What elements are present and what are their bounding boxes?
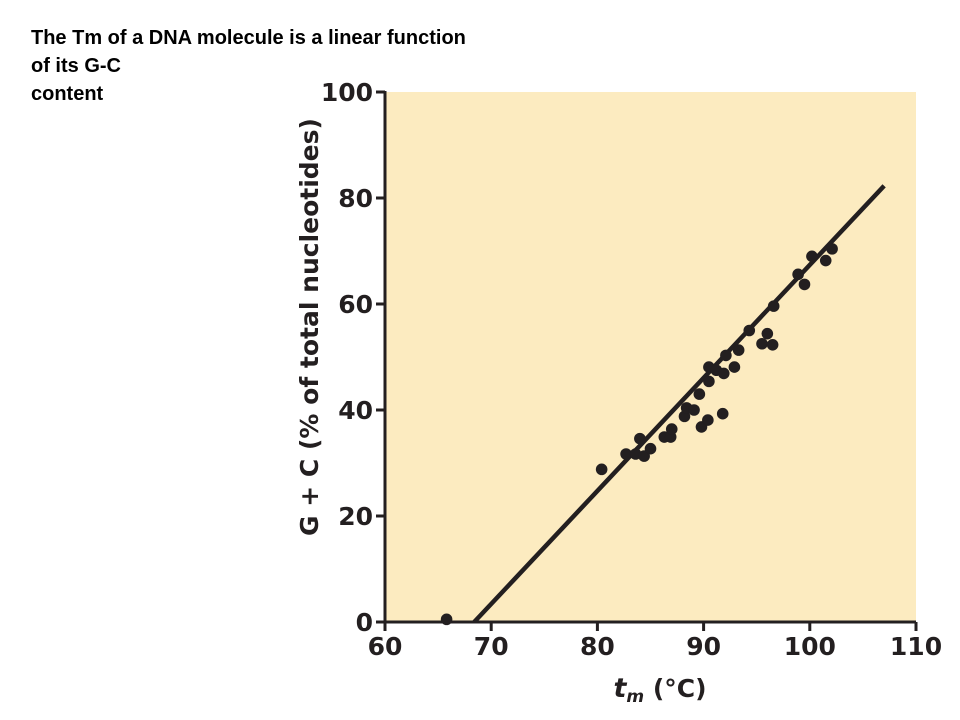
y-tick-label: 100 <box>321 78 373 107</box>
data-point <box>766 339 779 351</box>
data-point <box>644 442 657 455</box>
x-tick-label: 70 <box>474 632 509 661</box>
title-line-3: content <box>31 83 104 105</box>
data-point <box>620 448 632 460</box>
y-axis-label: G + C (% of total nucleotides) <box>295 118 324 536</box>
x-axis-label-subscript: m <box>626 687 644 707</box>
x-tick-label: 80 <box>580 632 615 661</box>
data-point <box>703 375 715 388</box>
title-line-2: of its G-C <box>31 55 121 77</box>
y-tick-label: 20 <box>338 502 373 531</box>
x-axis-label: tm (°C) <box>613 673 706 707</box>
data-point <box>595 463 608 476</box>
data-point <box>720 349 732 362</box>
data-point <box>743 324 756 337</box>
data-point <box>665 423 678 435</box>
title-line-1: The Tm of a DNA molecule is a linear fun… <box>31 27 466 49</box>
y-tick-label: 40 <box>338 396 373 425</box>
data-point <box>728 361 741 373</box>
x-tick-label: 110 <box>890 632 942 661</box>
data-point <box>716 407 729 420</box>
x-axis-label-main: t <box>613 673 627 704</box>
data-points-layer <box>440 243 838 626</box>
y-tick-label: 60 <box>338 290 373 319</box>
data-point <box>732 344 745 356</box>
plot-area <box>385 92 916 622</box>
data-point <box>806 250 818 263</box>
data-point <box>826 243 838 255</box>
axes-layer <box>376 90 918 631</box>
data-point <box>634 432 646 445</box>
x-tick-label: 90 <box>686 632 721 661</box>
data-point <box>688 404 700 416</box>
x-axis-label-unit: (°C) <box>644 674 706 703</box>
data-point <box>717 367 730 380</box>
data-point <box>702 414 714 426</box>
data-point <box>693 388 706 400</box>
tick-labels-layer: 0 20 40 60 80 100 60 70 80 90 100 110 <box>321 78 942 661</box>
x-tick-label: 100 <box>784 632 836 661</box>
data-point <box>761 327 774 340</box>
x-tick-label: 60 <box>368 632 403 661</box>
y-tick-label: 0 <box>356 608 373 637</box>
slide-title: The Tm of a DNA molecule is a linear fun… <box>31 24 571 108</box>
data-point <box>798 278 811 291</box>
data-point <box>792 268 804 281</box>
y-tick-label: 80 <box>338 184 373 213</box>
data-point <box>819 254 832 267</box>
data-point <box>756 337 768 350</box>
data-point <box>767 300 780 312</box>
